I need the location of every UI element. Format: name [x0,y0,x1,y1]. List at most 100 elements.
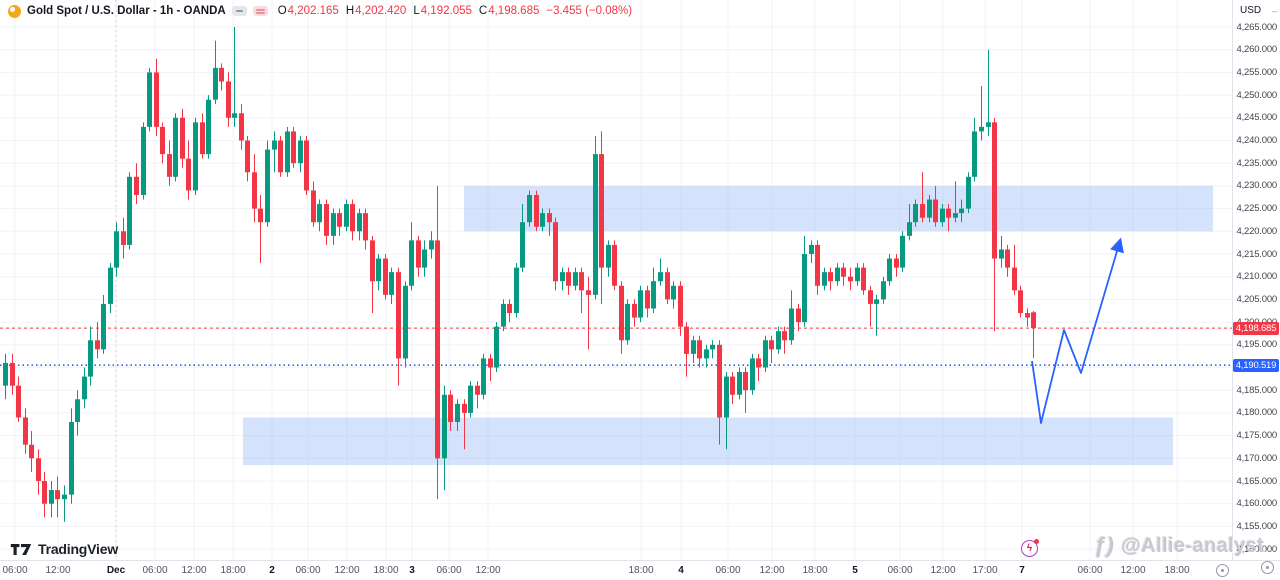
candle [121,231,126,245]
candle [10,362,15,386]
candle [769,340,774,350]
candle [750,358,755,391]
flash-action-icon[interactable]: ϟ [1021,539,1039,557]
candle [717,344,722,418]
candle [304,140,309,191]
candle [42,481,47,504]
candle [579,272,584,291]
chart-plot[interactable] [0,0,1232,560]
time-axis[interactable]: 06:00 12:00 Dec 06:00 12:00 18:00 2 06:00 12:00 1… [0,560,1280,580]
collapse-axis-icon[interactable]: – [1271,5,1277,16]
candle [173,117,178,177]
candle [278,140,283,173]
candle [697,340,702,359]
symbol-legend[interactable]: Gold Spot / U.S. Dollar - 1h - OANDA O 4,… [8,3,632,19]
candle [141,126,146,195]
candle [127,176,132,245]
price-tick-label: 4,210.000 [1236,271,1278,283]
price-tick-label: 4,205.000 [1236,293,1278,305]
candle [442,394,447,459]
candle [350,204,355,232]
candle [298,140,303,164]
time-tick-label: 4 [678,565,684,576]
time-tick-label: 06:00 [887,565,913,576]
candle [455,403,460,422]
candle [147,72,152,127]
tradingview-logo[interactable]: TradingView [10,541,118,557]
time-tick-label: 12:00 [45,565,71,576]
candle [953,213,958,218]
price-tick-label: 4,170.000 [1236,452,1278,464]
candles [3,27,1036,522]
projection-arrow[interactable] [1031,237,1124,424]
candle [992,122,997,259]
candle [868,290,873,304]
price-tick-label: 4,185.000 [1236,384,1278,396]
time-tick-label: 18:00 [628,565,654,576]
candle [291,131,296,164]
candle [429,240,434,250]
candle [560,272,565,282]
candle [1018,290,1023,314]
time-tick-label: 12:00 [181,565,207,576]
candle [776,331,781,350]
eye-toggle-icon[interactable] [231,6,247,16]
time-tick-label: Dec [106,565,126,576]
candle [684,326,689,354]
price-tick-label: 4,215.000 [1236,248,1278,260]
time-tick-label: 06:00 [715,565,741,576]
candle [920,204,925,218]
candle [75,399,80,422]
ohlc-list-icon[interactable] [252,6,268,16]
price-tick-label: 4,255.000 [1236,66,1278,78]
candle [49,490,54,504]
candle [232,113,237,118]
demand-zone[interactable] [243,417,1173,466]
candle [69,421,74,495]
candle [180,117,185,159]
candle [789,308,794,341]
candle [540,213,545,227]
high-value: 4,202.420 [355,5,407,17]
candle [619,285,624,341]
candle [887,258,892,282]
candle [114,231,119,268]
candle [946,208,951,218]
time-tick-label: 18:00 [373,565,399,576]
price-tick-label: 4,175.000 [1236,430,1278,442]
candle [704,349,709,359]
time-tick-label: 7 [1019,565,1025,576]
notification-dot [1034,539,1039,544]
candle [134,176,139,195]
watermark: ƒ) @Allie-analyst [1094,533,1264,559]
supply-zone[interactable] [464,185,1213,232]
candle [547,213,552,223]
time-axis-settings-icon[interactable] [1216,564,1229,577]
candle [245,140,250,173]
candle [154,72,159,127]
price-axis[interactable]: USD – 4,265.000 4,260.000 4,255.000 4,250.0… [1232,0,1280,560]
price-scale-settings-icon[interactable] [1261,561,1274,574]
time-tick-label: 5 [852,565,858,576]
candle [357,213,362,232]
candle [606,244,611,268]
candle [239,113,244,141]
candle [874,299,879,304]
watermark-logo-icon: ƒ) [1094,533,1115,558]
close-value: 4,198.685 [488,5,540,17]
candle [730,376,735,395]
open-label: O [277,5,287,17]
candle [36,458,41,481]
candle [160,126,165,155]
candle [1005,249,1010,268]
candle [389,272,394,295]
candle [724,376,729,418]
currency-label: USD [1240,5,1262,16]
candle [848,276,853,282]
candle [632,303,637,318]
symbol-title[interactable]: Gold Spot / U.S. Dollar - 1h - OANDA [27,5,226,17]
candle [763,340,768,368]
candle [979,126,984,132]
time-tick-label: 2 [269,565,275,576]
